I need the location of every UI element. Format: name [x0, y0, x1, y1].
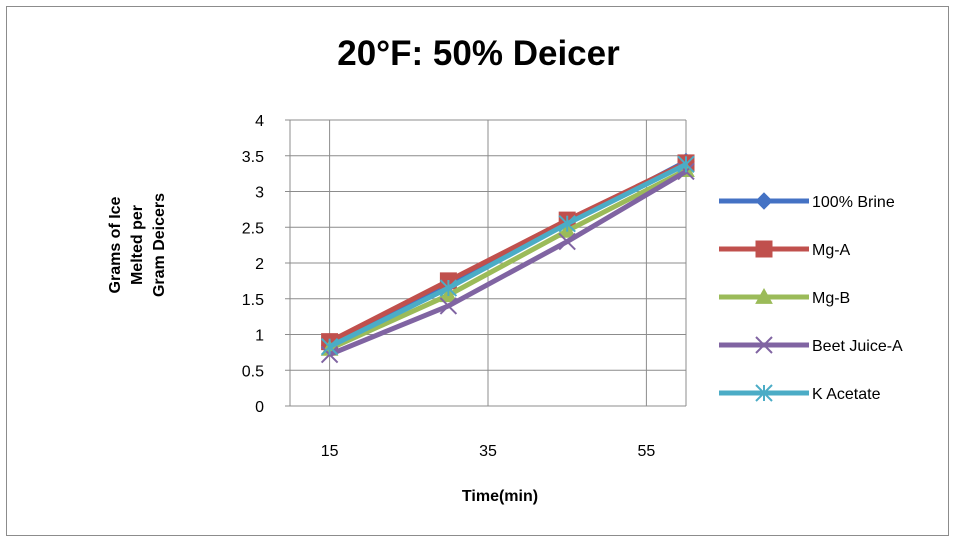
legend-marker [755, 240, 773, 258]
x-tick-label: 15 [321, 443, 339, 460]
y-tick-label: 3.5 [242, 149, 264, 166]
x-tick-label: 55 [638, 443, 656, 460]
chart-title: 20°F: 50% Deicer [337, 34, 620, 73]
data-point [439, 297, 458, 315]
y-tick-label: 0.5 [242, 363, 264, 380]
data-point [558, 232, 576, 251]
legend-marker [755, 336, 773, 354]
series-line [328, 169, 688, 357]
marker-stroke [755, 336, 773, 354]
series-line [328, 167, 688, 352]
y-tick-label: 4 [255, 113, 264, 130]
legend-marker [755, 287, 773, 304]
legend-label: Beet Juice-A [812, 338, 903, 355]
legend-item: Mg-A [719, 240, 851, 259]
legend-item: Beet Juice-A [719, 336, 903, 355]
marker-stroke [439, 297, 458, 315]
y-tick-label: 2 [255, 256, 264, 273]
y-tick-label: 0 [255, 399, 264, 416]
legend-label: K Acetate [812, 386, 881, 403]
legend-marker [755, 384, 773, 402]
legend: 100% Brine Mg-A Mg-B Beet Juice-A K Acetate [719, 192, 903, 403]
y-tick-label: 1.5 [242, 292, 264, 309]
marker-stroke [558, 232, 576, 251]
legend-item: Mg-B [719, 287, 850, 307]
legend-item: 100% Brine [719, 192, 895, 211]
legend-label: 100% Brine [812, 194, 895, 211]
x-axis-label: Time(min) [461, 488, 539, 505]
data-point [439, 279, 458, 297]
legend-label: Mg-B [812, 290, 850, 307]
x-tick-label: 35 [479, 443, 497, 460]
y-tick-label: 1 [255, 328, 264, 345]
data-point [320, 337, 339, 356]
series-line [328, 162, 688, 349]
legend-marker [755, 192, 773, 210]
y-tick-label: 2.5 [242, 220, 264, 237]
legend-label: Mg-A [812, 242, 851, 259]
legend-item: K Acetate [719, 384, 881, 403]
data-point [677, 155, 695, 174]
y-tick-label: 3 [255, 185, 264, 202]
series-layer [320, 152, 695, 364]
tick-layer: 0 0.5 1 1.5 2 2.5 3 3.5 4 15 35 55 [242, 113, 656, 460]
series-k-acetate [320, 155, 695, 356]
data-point [558, 214, 576, 233]
